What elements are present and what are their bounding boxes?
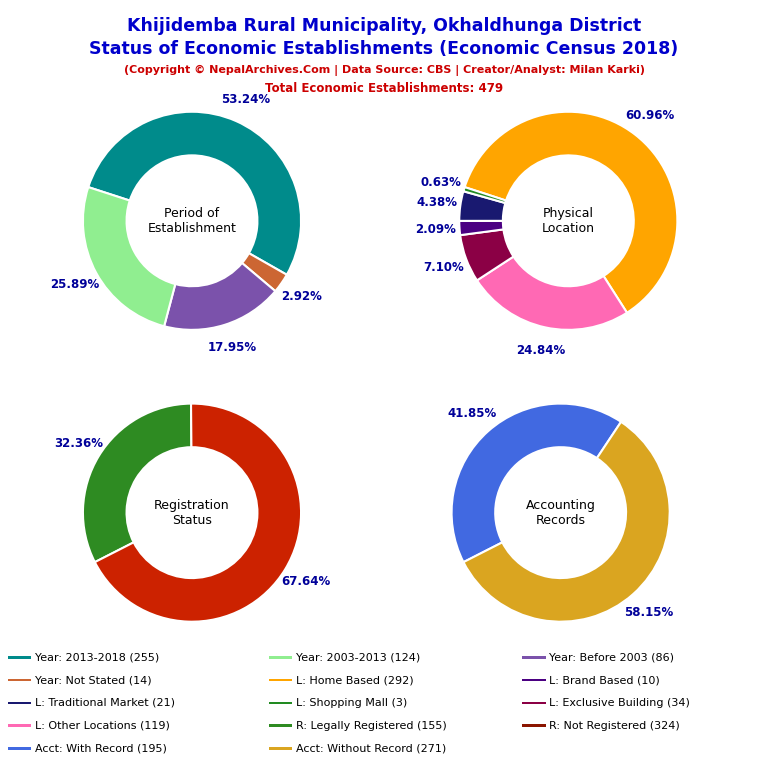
Text: (Copyright © NepalArchives.Com | Data Source: CBS | Creator/Analyst: Milan Karki: (Copyright © NepalArchives.Com | Data So… — [124, 65, 644, 75]
Text: R: Not Registered (324): R: Not Registered (324) — [549, 720, 680, 730]
Text: Year: Before 2003 (86): Year: Before 2003 (86) — [549, 652, 674, 663]
Text: 67.64%: 67.64% — [281, 575, 330, 588]
Text: Total Economic Establishments: 479: Total Economic Establishments: 479 — [265, 82, 503, 95]
Wedge shape — [88, 111, 301, 275]
Text: 25.89%: 25.89% — [51, 278, 100, 291]
Text: 0.63%: 0.63% — [421, 176, 462, 189]
FancyBboxPatch shape — [522, 701, 546, 704]
Text: Accounting
Records: Accounting Records — [526, 498, 595, 527]
Wedge shape — [477, 257, 627, 329]
Text: 2.09%: 2.09% — [415, 223, 456, 236]
Text: 2.92%: 2.92% — [280, 290, 322, 303]
Wedge shape — [452, 404, 621, 562]
Wedge shape — [459, 221, 504, 235]
Text: 41.85%: 41.85% — [448, 407, 497, 420]
Text: 7.10%: 7.10% — [423, 260, 464, 273]
Wedge shape — [94, 404, 301, 621]
Text: 58.15%: 58.15% — [624, 605, 674, 618]
Wedge shape — [460, 230, 514, 280]
Text: Year: 2003-2013 (124): Year: 2003-2013 (124) — [296, 652, 420, 663]
FancyBboxPatch shape — [269, 701, 293, 704]
Wedge shape — [463, 422, 670, 621]
FancyBboxPatch shape — [269, 747, 293, 750]
Text: 17.95%: 17.95% — [207, 341, 257, 354]
Wedge shape — [164, 263, 276, 329]
Wedge shape — [242, 253, 286, 291]
FancyBboxPatch shape — [269, 656, 293, 659]
Text: Acct: Without Record (271): Acct: Without Record (271) — [296, 743, 446, 753]
Text: 32.36%: 32.36% — [54, 437, 103, 450]
Wedge shape — [83, 404, 191, 562]
Text: 24.84%: 24.84% — [515, 344, 565, 357]
Text: 4.38%: 4.38% — [416, 196, 457, 209]
FancyBboxPatch shape — [269, 724, 293, 727]
Wedge shape — [463, 187, 506, 203]
Text: Year: Not Stated (14): Year: Not Stated (14) — [35, 675, 151, 685]
Text: R: Legally Registered (155): R: Legally Registered (155) — [296, 720, 446, 730]
Text: Period of
Establishment: Period of Establishment — [147, 207, 237, 235]
FancyBboxPatch shape — [522, 656, 546, 659]
Text: L: Shopping Mall (3): L: Shopping Mall (3) — [296, 698, 407, 708]
Text: Registration
Status: Registration Status — [154, 498, 230, 527]
Text: L: Home Based (292): L: Home Based (292) — [296, 675, 413, 685]
Text: L: Traditional Market (21): L: Traditional Market (21) — [35, 698, 174, 708]
FancyBboxPatch shape — [522, 679, 546, 681]
FancyBboxPatch shape — [8, 656, 31, 659]
Wedge shape — [83, 187, 175, 326]
FancyBboxPatch shape — [8, 724, 31, 727]
Text: L: Other Locations (119): L: Other Locations (119) — [35, 720, 170, 730]
Text: 53.24%: 53.24% — [221, 93, 270, 105]
Text: Physical
Location: Physical Location — [541, 207, 595, 235]
Text: L: Exclusive Building (34): L: Exclusive Building (34) — [549, 698, 690, 708]
Text: Acct: With Record (195): Acct: With Record (195) — [35, 743, 167, 753]
Text: Year: 2013-2018 (255): Year: 2013-2018 (255) — [35, 652, 159, 663]
Text: 60.96%: 60.96% — [625, 109, 674, 122]
Text: L: Brand Based (10): L: Brand Based (10) — [549, 675, 660, 685]
FancyBboxPatch shape — [8, 679, 31, 681]
Text: Status of Economic Establishments (Economic Census 2018): Status of Economic Establishments (Econo… — [89, 40, 679, 58]
Text: Khijidemba Rural Municipality, Okhaldhunga District: Khijidemba Rural Municipality, Okhaldhun… — [127, 17, 641, 35]
FancyBboxPatch shape — [269, 679, 293, 681]
FancyBboxPatch shape — [8, 747, 31, 750]
FancyBboxPatch shape — [522, 724, 546, 727]
FancyBboxPatch shape — [8, 701, 31, 704]
Wedge shape — [459, 191, 505, 221]
Wedge shape — [465, 112, 677, 313]
